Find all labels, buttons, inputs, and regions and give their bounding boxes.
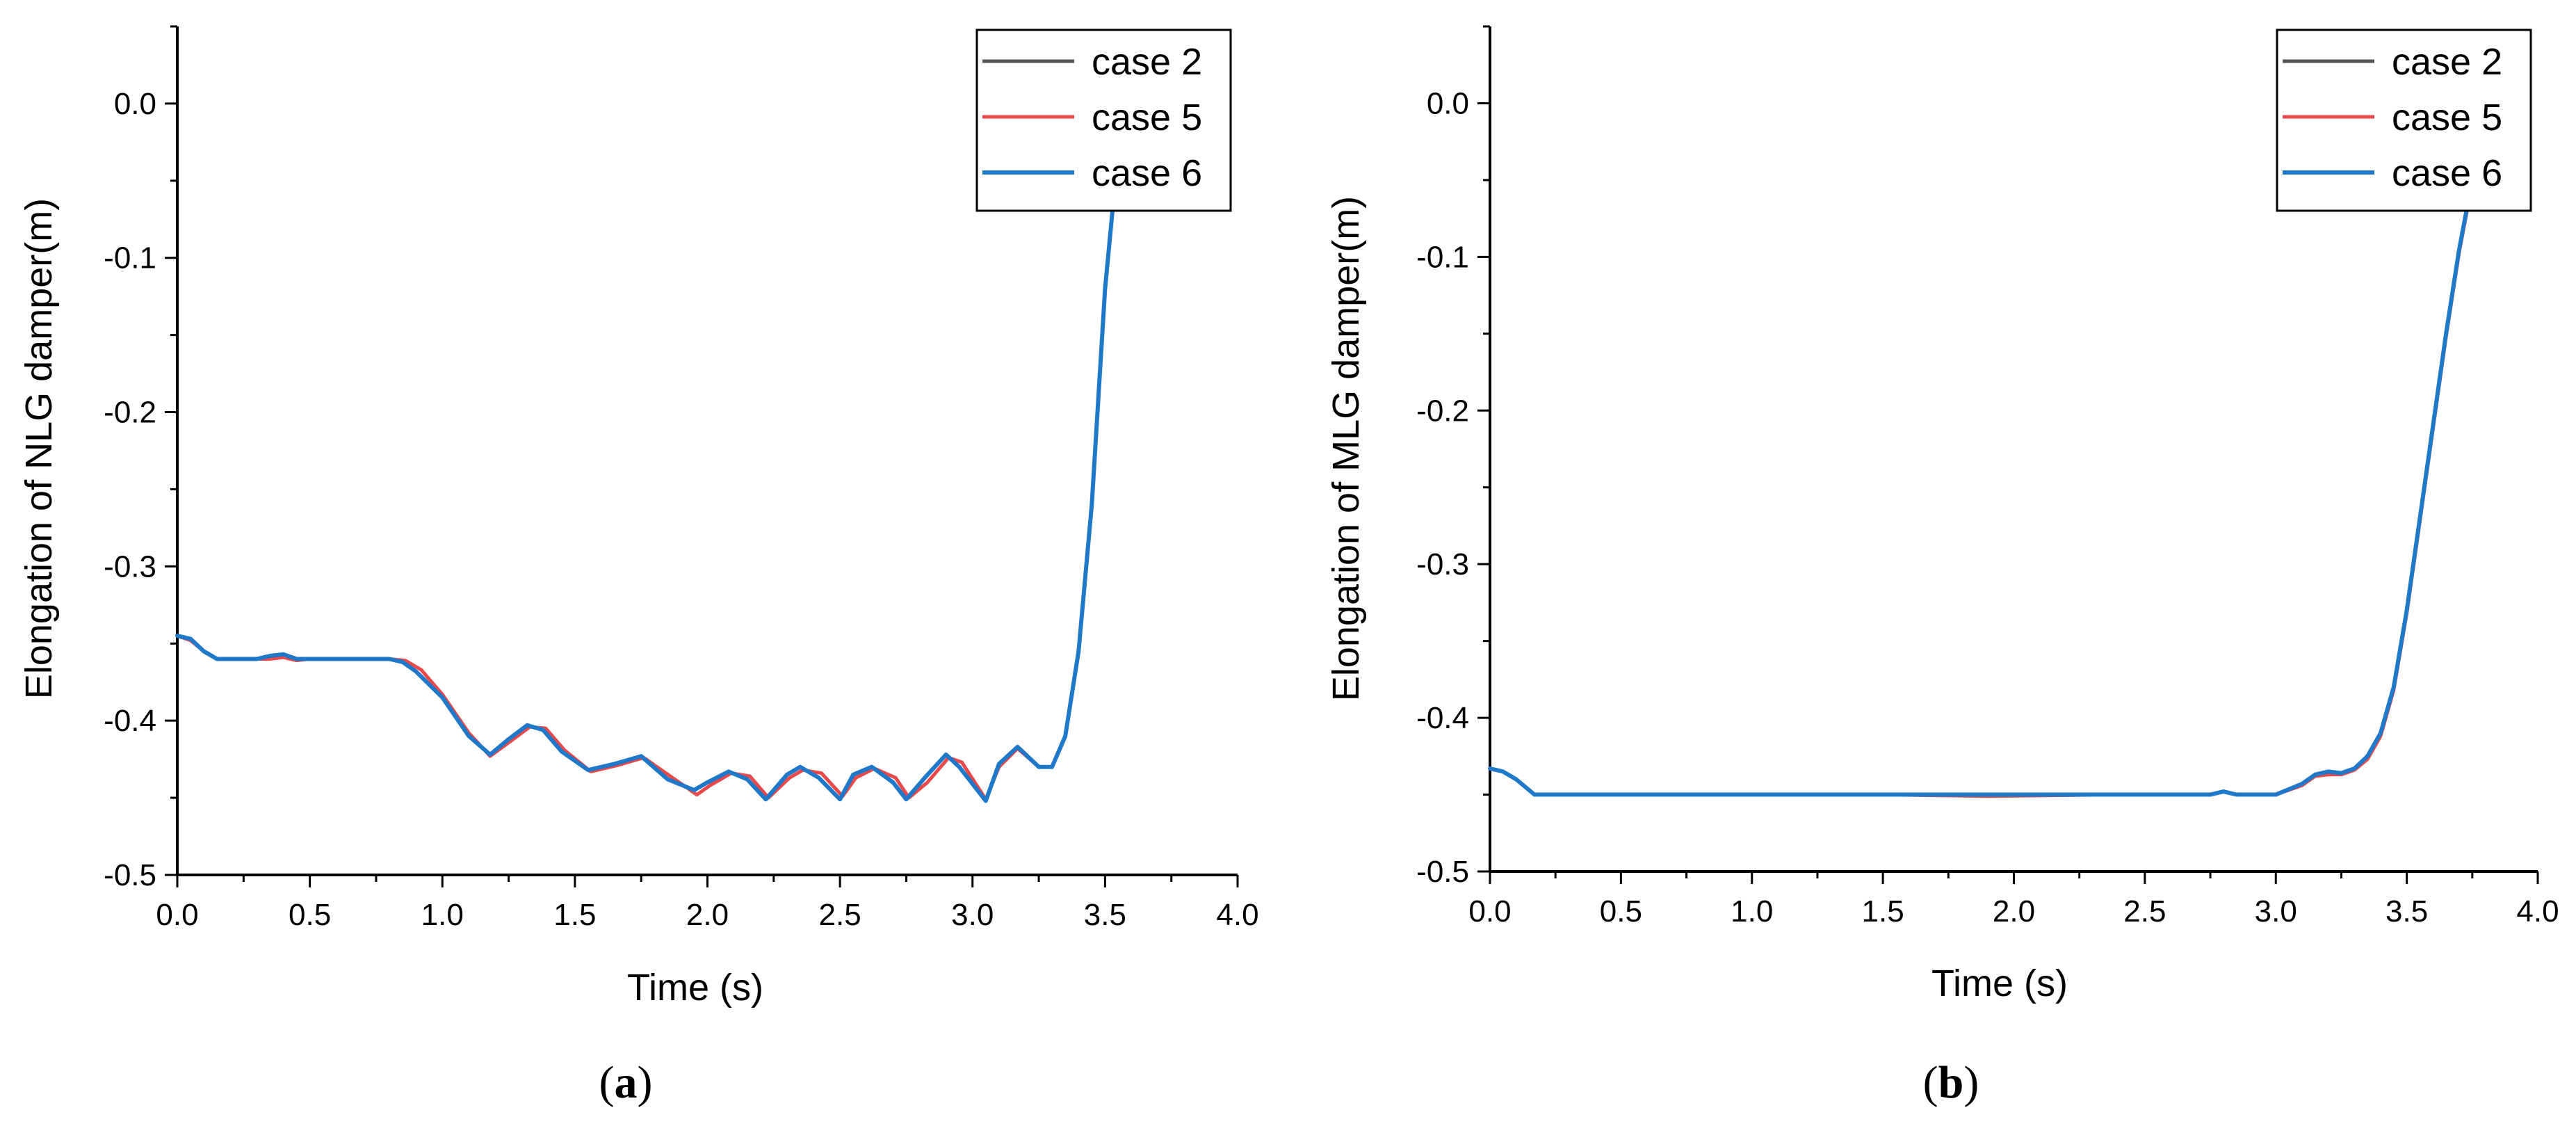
panel-b-x-tick-label: 2.0 [1993, 894, 2035, 928]
panel-a-legend-label: case 2 [1092, 41, 1202, 83]
panel-a-x-tick-label: 2.0 [686, 898, 729, 932]
panel-a-plot-area: 0.0 0.5 1.0 1.5 2.0 2.5 3.0 3.5 4.0 0.0 -0.1 -0.2 -0… [104, 25, 1259, 932]
panel-b-x-tick-label: 0.0 [1468, 894, 1511, 928]
panel-a-y-tick-label: -0.3 [104, 549, 156, 584]
panel-a-x-tick-label: 1.5 [553, 898, 596, 932]
panel-a-y-tick-label: -0.5 [104, 858, 156, 892]
panel-b-x-tick-label: 4.0 [2516, 894, 2559, 928]
panel-a-chart: 0.0 0.5 1.0 1.5 2.0 2.5 3.0 3.5 4.0 0.0 -0.1 -0.2 -0… [18, 25, 1259, 1108]
panel-a-legend-label: case 6 [1092, 152, 1202, 194]
panel-b-series-line-case-2 [1488, 124, 2488, 796]
panel-b-legend-label: case 6 [2392, 152, 2502, 194]
panel-a-caption-letter: a [615, 1057, 638, 1108]
panel-b-series-line-case-5 [1488, 126, 2488, 798]
panel-b-plot-area: 0.0 0.5 1.0 1.5 2.0 2.5 3.0 3.5 4.0 0.0 -0.1 -0.2 -0… [1416, 25, 2559, 928]
panel-b-x-axis-label: Time (s) [1931, 963, 2068, 1004]
panel-b-x-tick-label: 1.5 [1862, 894, 1904, 928]
panel-a-legend: case 2 case 5 case 6 [975, 29, 1232, 212]
panel-a-x-tick-label: 0.5 [289, 898, 331, 932]
panel-b-legend-label: case 2 [2392, 41, 2502, 83]
panel-b-y-axis-label: Elongation of MLG damper(m) [1325, 196, 1367, 701]
panel-b-legend-label: case 5 [2392, 97, 2502, 138]
panel-a-caption: (a) [599, 1057, 653, 1108]
panel-a-x-tick-label: 1.0 [421, 898, 464, 932]
panel-b-x-tick-label: 3.0 [2255, 894, 2297, 928]
panel-b-y-tick-label: -0.4 [1416, 701, 1469, 735]
panel-a-x-tick-label: 4.0 [1216, 898, 1258, 932]
panel-b-x-tick-label: 3.5 [2385, 894, 2428, 928]
panel-a-y-tick-label: -0.2 [104, 396, 156, 430]
panel-b-y-tick-label: 0.0 [1427, 86, 1469, 120]
panel-a-x-tick-label: 2.5 [819, 898, 861, 932]
panel-a-y-tick-label: -0.4 [104, 704, 156, 738]
panel-a-x-tick-label: 0.0 [156, 898, 198, 932]
panel-b-y-tick-label: -0.3 [1416, 547, 1469, 581]
panel-a-y-axis-label: Elongation of NLG damper(m) [18, 198, 60, 699]
panel-a-y-tick-label: 0.0 [114, 87, 156, 121]
panel-b-chart: 0.0 0.5 1.0 1.5 2.0 2.5 3.0 3.5 4.0 0.0 -0.1 -0.2 -0… [1325, 25, 2559, 1108]
panel-b-caption: (b) [1923, 1057, 1979, 1108]
panel-a-x-tick-label: 3.0 [951, 898, 994, 932]
panel-b-x-tick-label: 0.5 [1600, 894, 1642, 928]
panel-a-y-tick-label: -0.1 [104, 241, 156, 275]
panel-b-y-tick-label: -0.2 [1416, 394, 1469, 428]
panel-b-series-line-case-6 [1488, 124, 2488, 797]
panel-b-legend: case 2 case 5 case 6 [2276, 29, 2532, 212]
panel-b-y-tick-label: -0.1 [1416, 240, 1469, 274]
panel-b-y-tick-label: -0.5 [1416, 855, 1469, 889]
panel-b-x-tick-label: 2.5 [2123, 894, 2166, 928]
panel-b-x-tick-label: 1.0 [1731, 894, 1773, 928]
panel-a-x-axis-label: Time (s) [627, 967, 763, 1008]
panel-b-caption-letter: b [1938, 1057, 1964, 1108]
panel-a-legend-label: case 5 [1092, 97, 1202, 138]
panel-a-x-tick-label: 3.5 [1084, 898, 1126, 932]
panel-a-series-line-case-6 [175, 89, 1187, 803]
